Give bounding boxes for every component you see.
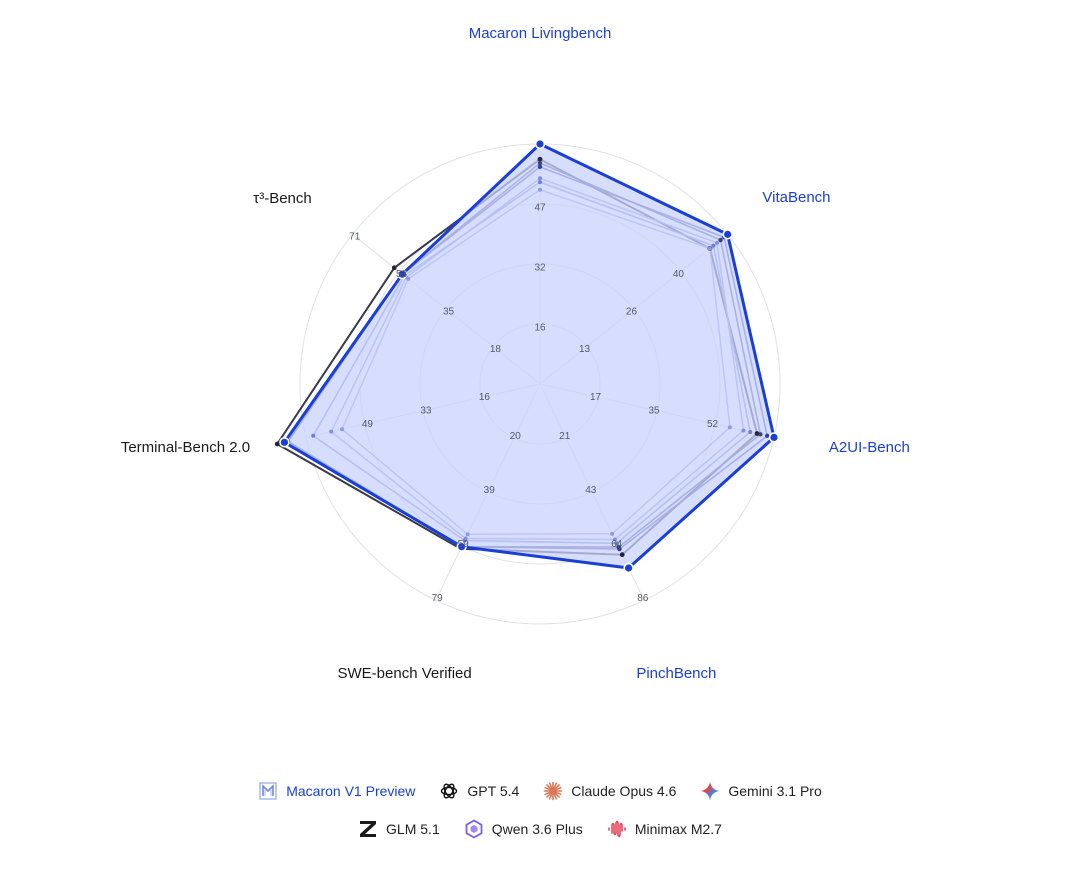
tick-label: 16: [479, 392, 491, 403]
legend-label: GLM 5.1: [386, 821, 440, 837]
data-point: [727, 425, 732, 430]
axis-label: SWE-bench Verified: [338, 665, 472, 682]
data-point: [536, 140, 544, 148]
legend-label: Minimax M2.7: [634, 821, 722, 837]
tick-label: 13: [579, 344, 591, 355]
axis-label: Terminal-Bench 2.0: [121, 439, 250, 456]
tick-label: 86: [637, 593, 649, 604]
data-point: [458, 543, 466, 551]
data-point: [619, 552, 625, 558]
glm-logo-icon: [358, 819, 378, 839]
axis-label: PinchBench: [636, 665, 716, 682]
tick-label: 17: [590, 392, 602, 403]
data-point: [311, 433, 316, 438]
data-point: [538, 187, 542, 192]
data-point: [463, 536, 468, 541]
data-point: [538, 176, 542, 181]
tick-label: 20: [510, 431, 522, 442]
data-point: [329, 429, 334, 434]
legend-item-qwen[interactable]: Qwen 3.6 Plus: [464, 819, 583, 839]
legend-row-1: Macaron V1 Preview GPT 5.4 Claude Opus 4…: [0, 772, 1080, 810]
data-point: [625, 564, 633, 572]
data-point: [406, 276, 411, 281]
data-point: [758, 432, 763, 437]
data-point: [707, 246, 712, 251]
data-point: [612, 537, 617, 542]
data-point: [537, 156, 543, 162]
legend-label: Claude Opus 4.6: [571, 783, 677, 799]
claude-logo-icon: [543, 781, 563, 801]
tick-label: 52: [707, 419, 719, 430]
tick-label: 71: [349, 232, 361, 243]
tick-label: 79: [432, 593, 444, 604]
radar-chart: 16 32 47 13 26 40 17 35 52 21 43 64 86 20 39 59 79 16 33 49…: [121, 25, 910, 682]
tick-label: 43: [585, 485, 597, 496]
legend-label: Gemini 3.1 Pro: [728, 783, 822, 799]
axis-label: Macaron Livingbench: [469, 25, 612, 42]
legend-item-glm[interactable]: GLM 5.1: [358, 819, 440, 839]
data-point: [724, 230, 732, 238]
chart-legend: Macaron V1 Preview GPT 5.4 Claude Opus 4…: [0, 772, 1080, 848]
macaron-logo-icon: [258, 781, 278, 801]
minimax-logo-icon: [607, 819, 627, 839]
data-point: [616, 544, 621, 550]
gemini-logo-icon: [700, 781, 720, 801]
tick-label: 40: [673, 269, 685, 280]
data-point: [715, 240, 720, 245]
tick-label: 21: [559, 431, 571, 442]
data-point: [391, 265, 397, 271]
data-point: [610, 531, 615, 536]
data-point: [280, 438, 289, 446]
tick-label: 49: [362, 419, 374, 430]
data-point: [711, 243, 716, 248]
data-point: [741, 428, 746, 433]
axis-label: τ³-Bench: [253, 190, 311, 207]
data-point: [748, 429, 753, 434]
radar-axis-labels: Macaron Livingbench VitaBench A2UI-Bench Pi…: [121, 25, 910, 682]
data-point: [754, 431, 760, 436]
radar-series: [274, 138, 780, 574]
tick-label: 35: [443, 307, 455, 318]
data-point: [398, 270, 406, 278]
tick-label: 33: [420, 406, 432, 417]
legend-label: GPT 5.4: [467, 783, 520, 799]
data-point: [340, 427, 345, 432]
legend-item-claude[interactable]: Claude Opus 4.6: [543, 781, 676, 801]
tick-label: 53: [396, 269, 408, 280]
tick-label: 35: [649, 406, 661, 417]
tick-label: 18: [490, 344, 502, 355]
tick-label: 16: [534, 323, 546, 334]
tick-label: 39: [484, 485, 496, 496]
tick-label: 26: [626, 307, 638, 318]
qwen-logo-icon: [464, 819, 484, 839]
data-point: [465, 532, 470, 537]
legend-label: Macaron V1 Preview: [286, 783, 416, 799]
axis-label: VitaBench: [762, 189, 830, 206]
legend-item-gemini[interactable]: Gemini 3.1 Pro: [700, 781, 822, 801]
axis-label: A2UI-Bench: [829, 439, 910, 456]
data-point: [537, 160, 543, 166]
data-point: [537, 164, 543, 170]
data-point: [538, 180, 542, 185]
series-line: [282, 142, 776, 570]
data-point: [614, 541, 619, 546]
openai-logo-icon: [439, 781, 459, 801]
legend-item-macaron[interactable]: Macaron V1 Preview: [258, 781, 415, 801]
legend-item-minimax[interactable]: Minimax M2.7: [607, 819, 722, 839]
radar-tick-labels: 16 32 47 13 26 40 17 35 52 21 43 64 86 20 39 59 79 16 33 49…: [349, 203, 718, 605]
data-point: [765, 433, 770, 439]
tick-label: 32: [534, 263, 546, 274]
data-point: [274, 441, 280, 447]
legend-label: Qwen 3.6 Plus: [491, 821, 583, 837]
data-point: [718, 237, 723, 243]
tick-label: 59: [458, 539, 470, 550]
tick-label: 47: [534, 203, 546, 214]
legend-item-gpt[interactable]: GPT 5.4: [439, 781, 519, 801]
tick-label: 64: [611, 539, 623, 550]
data-point: [770, 433, 778, 442]
legend-row-2: GLM 5.1 Qwen 3.6 Plus Minimax M2.7: [0, 810, 1080, 848]
